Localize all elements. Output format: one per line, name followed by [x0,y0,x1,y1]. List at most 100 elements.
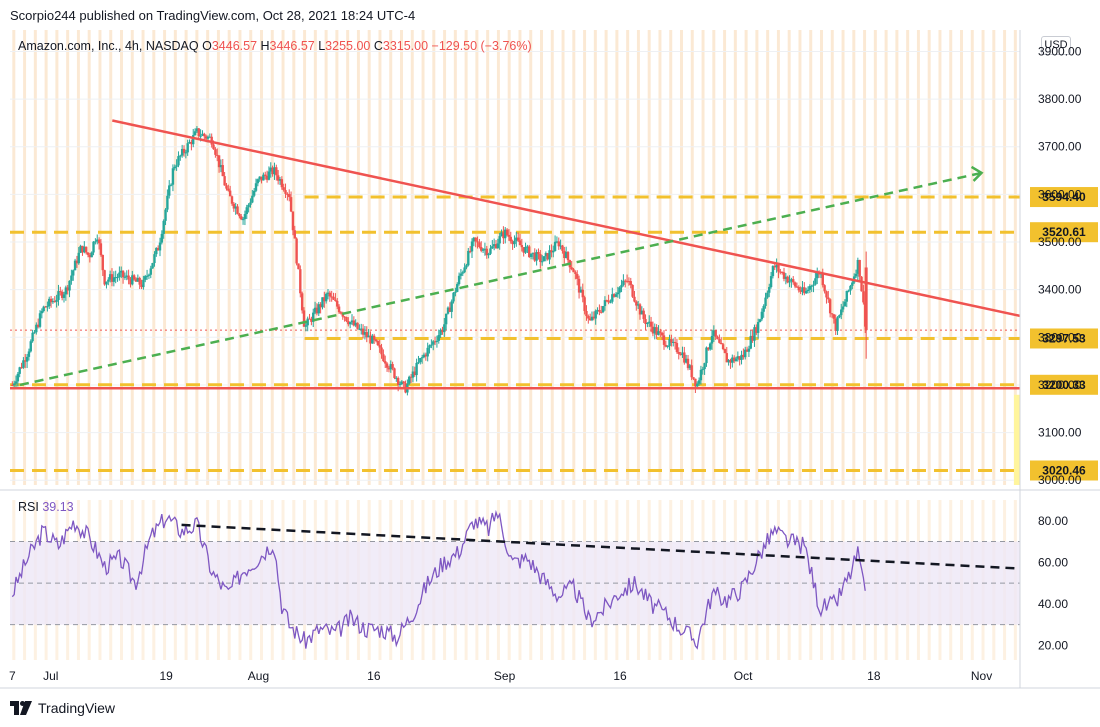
candle [336,300,339,307]
candle [75,260,79,264]
session-stripe [378,30,382,485]
candle [498,236,501,244]
candle [92,241,95,253]
session-stripe [658,30,662,485]
candle [332,296,335,300]
candle [169,184,173,186]
session-stripe [550,30,554,485]
candle [721,344,725,350]
candle [420,357,424,359]
candle [788,281,791,283]
candle [243,214,247,220]
candle [745,349,749,352]
publisher-line: Scorpio244 published on TradingView.com,… [10,8,416,23]
session-stripe [981,30,985,485]
candle [188,141,191,144]
candle [142,279,145,288]
level-label-bg [1030,222,1098,243]
session-stripe [884,30,888,485]
session-stripe [873,30,877,485]
session-stripe [324,30,328,485]
session-stripe [906,30,910,485]
candle [828,299,832,314]
session-stripe [572,30,576,485]
session-stripe [895,30,899,485]
candle [450,301,453,312]
candle [546,253,549,260]
session-stripe [270,30,274,485]
candle [849,285,852,291]
candle [649,321,653,327]
candle [644,319,647,325]
candle [744,349,747,358]
candle [731,357,734,363]
session-stripe [109,30,113,485]
rsi-legend-value: 39.13 [42,500,73,514]
candle [736,356,740,359]
legend-low-label: L [318,39,325,53]
candle [710,335,714,344]
candle [97,239,101,244]
candle [295,238,298,264]
candle [105,281,108,285]
candle [193,131,197,136]
candle [697,380,701,384]
x-tick-label: 18 [867,669,881,683]
candle [79,245,82,253]
candle [516,237,520,241]
candle [792,279,795,283]
candle [642,310,645,320]
candle [625,280,629,282]
candle [199,135,202,137]
candle [686,358,690,369]
candle [814,278,817,285]
candle [504,229,507,239]
candle [241,219,245,221]
candle [84,246,88,253]
session-stripe [755,30,759,485]
candle [223,176,226,186]
candle [472,237,476,242]
candle [457,275,461,285]
candle [734,358,738,362]
candle [217,155,221,168]
session-stripe [927,30,931,485]
candle [317,304,320,314]
candle [400,381,404,385]
candle [369,335,372,344]
candle [758,319,762,323]
candle [361,328,365,335]
session-stripe [141,30,145,485]
price-tick-label: 3700.00 [1038,140,1082,154]
candle [339,312,343,314]
candle [160,233,164,243]
candle [487,253,490,256]
candle [171,168,175,185]
session-stripe [281,30,285,485]
candle [821,272,824,286]
candle [703,363,706,370]
session-stripe [98,30,102,485]
session-stripe [389,30,393,485]
candle [439,330,442,336]
candle [195,128,199,132]
candle [753,327,756,341]
candle [806,289,810,292]
session-stripe [421,30,425,485]
candle [267,171,271,180]
session-stripe [12,30,16,485]
candle [398,384,402,386]
footer-brand: TradingView [38,700,116,716]
candle [843,301,847,307]
legend-change: −129.50 (−3.76%) [432,39,532,53]
candle [158,242,162,251]
session-stripe [561,30,565,485]
session-stripe [863,30,867,485]
candle [675,343,679,352]
candle [251,195,254,203]
candle [555,241,559,243]
currency-button[interactable]: USD [1041,36,1071,55]
x-tick-label: Sep [494,669,516,683]
tradingview-logo[interactable]: TradingView [10,700,115,716]
